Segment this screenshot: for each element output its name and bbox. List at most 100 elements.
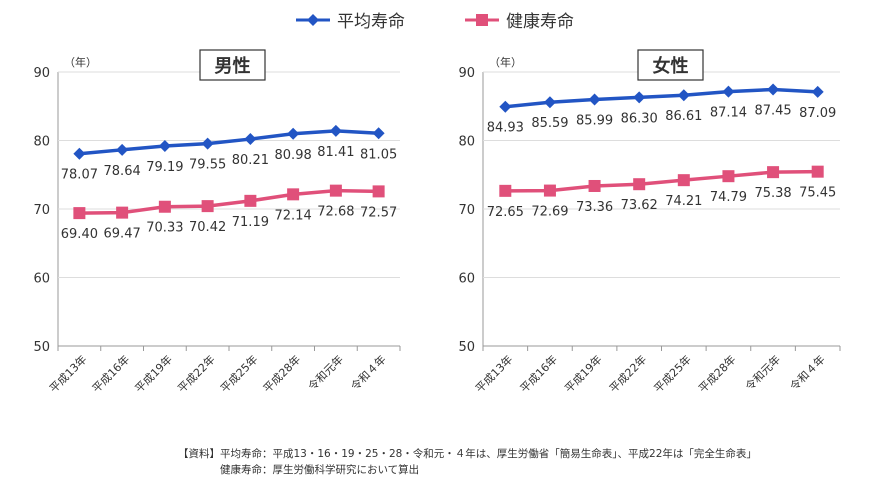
data-label: 69.47 [104, 227, 141, 242]
data-point-diamond [372, 127, 385, 140]
x-tick-label: 平成22年 [606, 352, 649, 395]
y-tick-label: 80 [33, 135, 50, 150]
x-tick-label: 平成25年 [217, 352, 260, 395]
data-label: 74.79 [710, 190, 747, 205]
y-axis-label: （年） [489, 55, 522, 69]
data-point-diamond [722, 85, 735, 98]
x-tick-label: 令和４年 [348, 352, 389, 393]
data-label: 73.62 [621, 198, 658, 213]
data-label: 69.40 [61, 227, 98, 242]
data-point-square [287, 188, 300, 201]
data-label: 74.21 [665, 194, 702, 209]
data-label: 75.38 [754, 186, 791, 201]
x-tick-label: 平成19年 [132, 352, 175, 395]
y-tick-label: 70 [33, 203, 50, 218]
legend-square-icon [476, 14, 488, 26]
data-point-diamond [329, 124, 342, 137]
y-tick-label: 50 [458, 340, 475, 355]
data-label: 85.99 [576, 113, 613, 128]
data-point-square [722, 170, 735, 183]
data-label: 78.07 [61, 168, 98, 183]
data-point-square [543, 184, 556, 197]
y-tick-label: 90 [33, 66, 50, 81]
y-tick-label: 70 [458, 203, 475, 218]
legend-diamond-icon [307, 14, 319, 26]
data-label: 87.14 [710, 106, 747, 121]
data-label: 70.33 [146, 221, 183, 236]
y-tick-label: 50 [33, 340, 50, 355]
series-line-average [79, 129, 379, 156]
data-label: 87.45 [754, 103, 791, 118]
data-point-square [329, 184, 342, 197]
legend-label-average: 平均寿命 [337, 12, 405, 32]
data-label: 72.68 [317, 205, 354, 220]
data-point-diamond [73, 147, 86, 160]
data-point-diamond [201, 137, 214, 150]
data-point-diamond [116, 143, 129, 156]
x-tick-label: 平成19年 [562, 352, 605, 395]
x-tick-label: 平成16年 [89, 352, 132, 395]
data-label: 72.69 [531, 205, 568, 220]
data-label: 72.14 [275, 208, 312, 223]
data-point-square [372, 185, 385, 198]
y-tick-label: 80 [458, 135, 475, 150]
data-point-square [116, 206, 129, 219]
data-label: 86.30 [621, 111, 658, 126]
data-label: 79.19 [146, 160, 183, 175]
data-point-diamond [677, 89, 690, 102]
data-label: 79.55 [189, 158, 226, 173]
y-tick-label: 60 [33, 272, 50, 287]
x-tick-label: 令和元年 [305, 352, 346, 393]
data-label: 75.45 [799, 186, 836, 201]
x-tick-label: 平成25年 [651, 352, 694, 395]
x-tick-label: 令和元年 [742, 352, 783, 393]
data-point-diamond [633, 91, 646, 104]
data-point-diamond [767, 83, 780, 96]
data-label: 72.57 [360, 205, 397, 220]
data-label: 78.64 [104, 164, 141, 179]
data-point-diamond [543, 96, 556, 109]
data-point-square [158, 200, 171, 213]
panel-title-box [637, 49, 704, 81]
series-line-healthy [505, 169, 818, 193]
data-point-square [677, 174, 690, 187]
data-label: 86.61 [665, 109, 702, 124]
data-point-diamond [244, 133, 257, 146]
data-label: 84.93 [487, 121, 524, 136]
data-point-diamond [287, 127, 300, 140]
data-label: 72.65 [487, 205, 524, 220]
legend-label-healthy: 健康寿命 [506, 12, 574, 32]
data-label: 70.42 [189, 220, 226, 235]
data-point-square [767, 166, 780, 179]
data-label: 81.41 [317, 145, 354, 160]
data-point-square [811, 165, 824, 178]
data-label: 73.36 [576, 200, 613, 215]
data-point-square [73, 207, 86, 220]
x-tick-label: 平成28年 [695, 352, 738, 395]
x-tick-label: 平成28年 [260, 352, 303, 395]
panel-title: 女性 [653, 55, 689, 77]
x-tick-label: 平成13年 [472, 352, 515, 395]
data-point-diamond [499, 100, 512, 113]
y-tick-label: 60 [458, 272, 475, 287]
x-tick-label: 平成16年 [517, 352, 560, 395]
data-point-diamond [588, 93, 601, 106]
data-point-square [244, 194, 257, 207]
x-tick-label: 平成22年 [175, 352, 218, 395]
series-line-healthy [79, 188, 379, 215]
panel-title: 男性 [215, 55, 251, 77]
y-tick-label: 90 [458, 66, 475, 81]
data-point-square [588, 179, 601, 192]
data-point-diamond [158, 140, 171, 153]
y-axis-label: （年） [64, 55, 97, 69]
data-label: 80.21 [232, 153, 269, 168]
data-point-square [201, 200, 214, 213]
x-tick-label: 令和４年 [787, 352, 828, 393]
x-tick-label: 平成13年 [46, 352, 89, 395]
data-point-square [633, 178, 646, 191]
panel-title-box [199, 49, 266, 81]
data-label: 87.09 [799, 106, 836, 121]
data-label: 80.98 [275, 148, 312, 163]
data-label: 81.05 [360, 147, 397, 162]
